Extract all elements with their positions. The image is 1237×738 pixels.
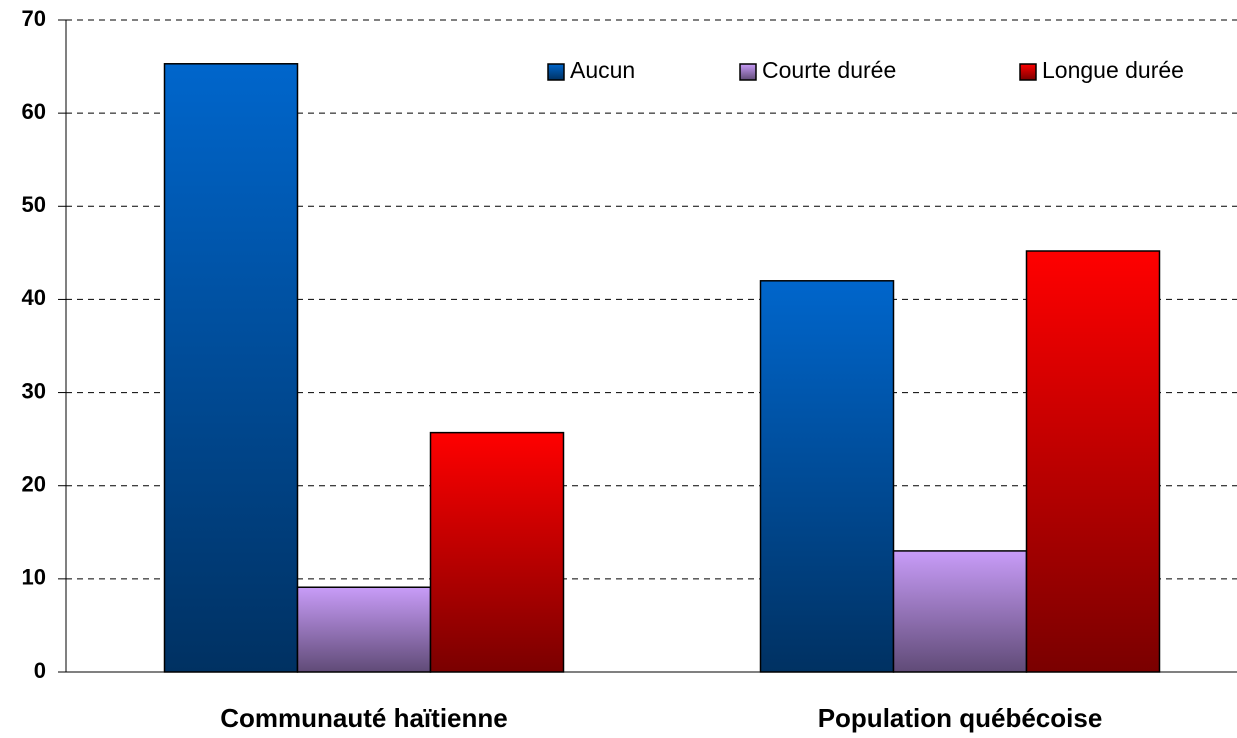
legend-label: Aucun bbox=[570, 57, 635, 83]
legend-swatch bbox=[1019, 63, 1037, 81]
bar bbox=[759, 280, 895, 673]
y-tick-label: 10 bbox=[22, 565, 46, 590]
y-tick-label: 20 bbox=[22, 472, 46, 497]
x-tick-label: Population québécoise bbox=[818, 703, 1103, 733]
y-tick-label: 70 bbox=[22, 6, 46, 31]
bar bbox=[892, 550, 1028, 673]
x-tick-label: Communauté haïtienne bbox=[220, 703, 507, 733]
bar bbox=[1025, 250, 1161, 673]
y-tick-label: 40 bbox=[22, 285, 46, 310]
bar bbox=[429, 431, 565, 673]
y-tick-label: 30 bbox=[22, 378, 46, 403]
y-tick-label: 50 bbox=[22, 192, 46, 217]
bar bbox=[296, 586, 432, 673]
y-tick-label: 0 bbox=[34, 658, 46, 683]
bar bbox=[163, 63, 299, 673]
legend-label: Courte durée bbox=[762, 57, 896, 83]
legend-swatch bbox=[739, 63, 757, 81]
legend-label: Longue durée bbox=[1042, 57, 1184, 83]
y-tick-label: 60 bbox=[22, 99, 46, 124]
legend-swatch bbox=[547, 63, 565, 81]
